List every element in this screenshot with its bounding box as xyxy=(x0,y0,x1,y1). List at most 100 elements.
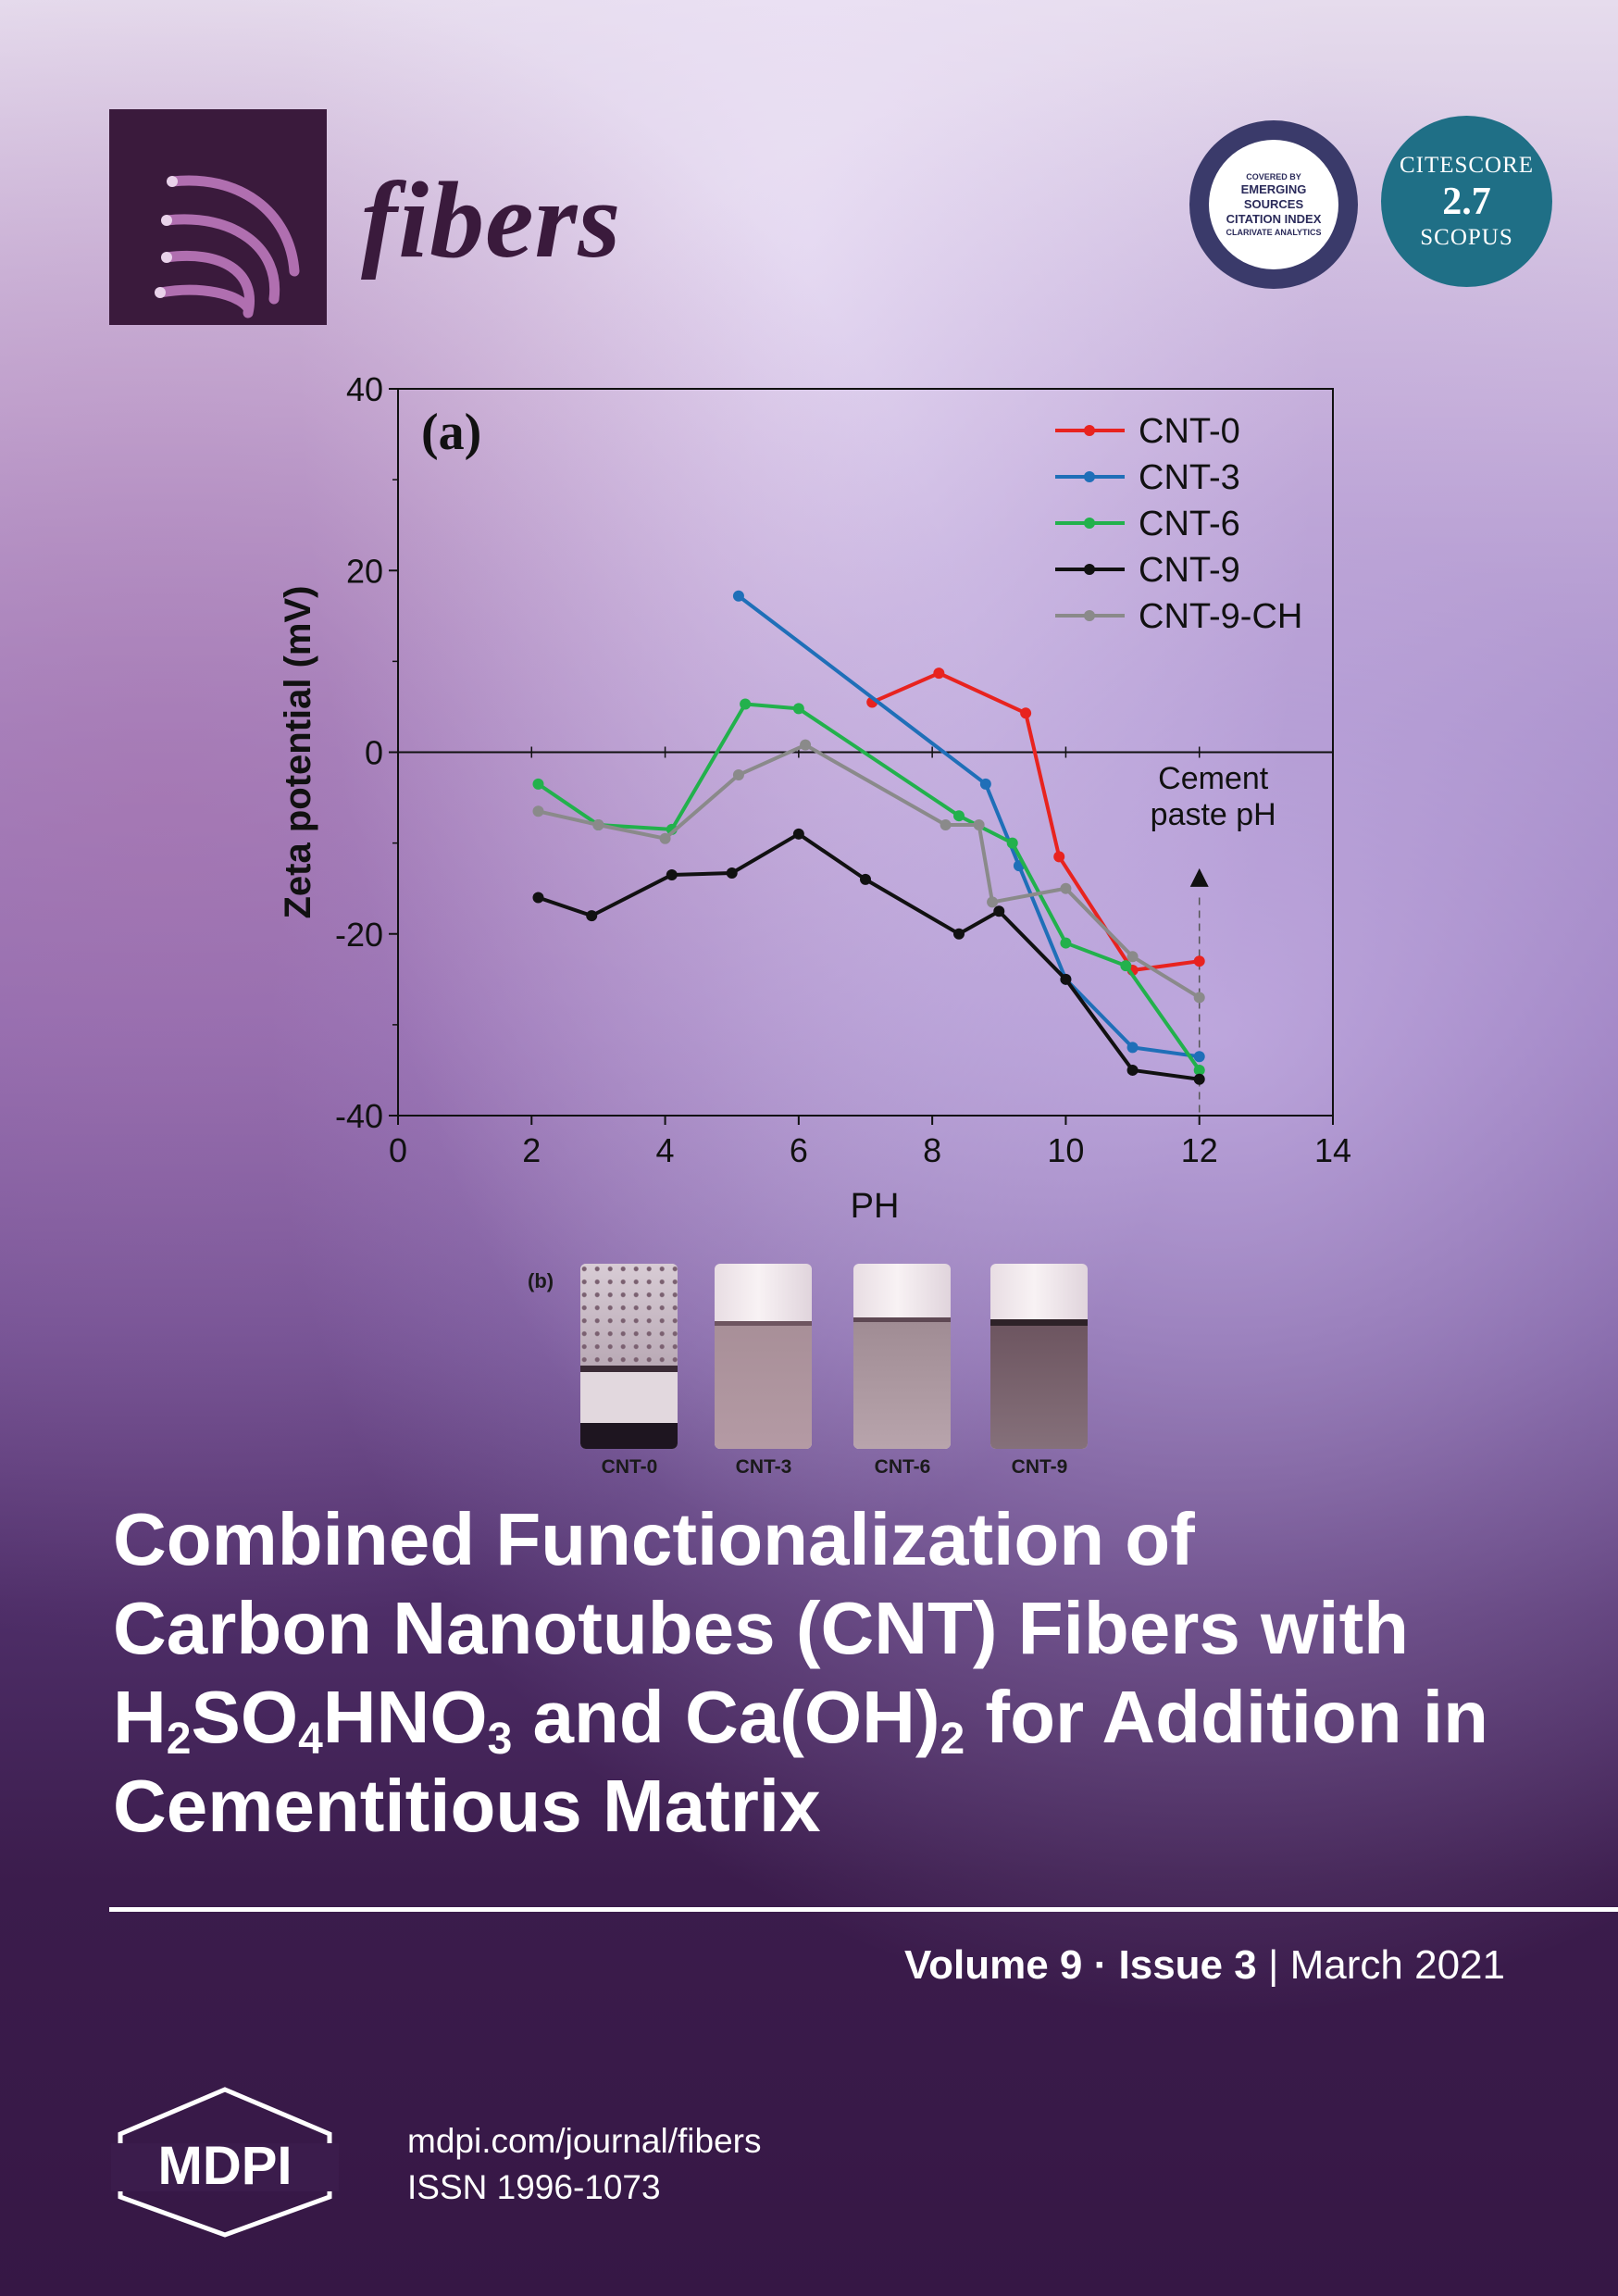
x-tick-label: 6 xyxy=(790,1131,808,1169)
title-line-1: Combined Functionalization of xyxy=(113,1498,1195,1580)
data-point xyxy=(1126,1042,1139,1054)
data-point xyxy=(532,805,544,817)
data-point xyxy=(1120,960,1132,972)
title-line-2: Carbon Nanotubes (CNT) Fibers with xyxy=(113,1587,1409,1669)
panel-a-label: (a) xyxy=(421,404,481,461)
data-point xyxy=(979,778,991,790)
x-tick-label: 4 xyxy=(656,1131,675,1169)
publisher-info: mdpi.com/journal/fibers ISSN 1996-1073 xyxy=(407,2118,761,2211)
data-point xyxy=(1193,992,1205,1004)
citescore-source: SCOPUS xyxy=(1420,224,1513,250)
legend-marker xyxy=(1084,610,1095,621)
data-point xyxy=(933,668,945,680)
data-point xyxy=(732,769,744,781)
volume: Volume 9 xyxy=(904,1942,1083,1988)
data-point xyxy=(792,703,804,715)
citescore-badge: CITESCORE 2.7 SCOPUS xyxy=(1381,116,1552,287)
hexagon-icon xyxy=(118,2087,332,2238)
legend-marker xyxy=(1084,471,1095,482)
y-tick-label: 20 xyxy=(346,552,383,590)
annotation-line-2: paste pH xyxy=(1151,797,1276,832)
journal-logo xyxy=(109,109,327,325)
fiber-strands-icon xyxy=(155,175,300,318)
data-point xyxy=(953,928,965,940)
esci-footer: CLARIVATE ANALYTICS xyxy=(1226,228,1322,237)
data-point xyxy=(940,819,952,830)
zeta-potential-chart: 0 2 4 6 8 10 12 14 40 20 0 -20 -40 PH Zeta potential (… xyxy=(278,370,1351,1226)
x-tick-label: 0 xyxy=(389,1131,407,1169)
legend-label: CNT-9-CH xyxy=(1139,597,1302,636)
data-point xyxy=(792,828,804,840)
vial-label: CNT-3 xyxy=(735,1456,792,1478)
issue-date: March 2021 xyxy=(1289,1942,1505,1988)
data-point xyxy=(1193,1073,1205,1085)
data-point xyxy=(732,590,744,602)
y-tick-label: 0 xyxy=(365,734,383,772)
vial-label: CNT-9 xyxy=(1011,1456,1068,1478)
issue-info: Volume 9 · Issue 3 | March 2021 xyxy=(904,1942,1505,1989)
data-point xyxy=(592,819,604,830)
esci-line1: EMERGING xyxy=(1240,182,1307,196)
legend-marker xyxy=(1084,518,1095,529)
vial-cnt-3 xyxy=(715,1264,812,1449)
vial-label: CNT-0 xyxy=(601,1456,658,1478)
data-point xyxy=(993,905,1005,917)
y-axis-label: Zeta potential (mV) xyxy=(278,585,318,918)
data-point xyxy=(740,698,752,710)
esci-line2: SOURCES xyxy=(1243,197,1304,211)
x-tick-label: 2 xyxy=(522,1131,541,1169)
esci-covered-by: COVERED BY xyxy=(1246,172,1301,181)
esci-badge: COVERED BY EMERGING SOURCES CITATION IND… xyxy=(1189,120,1358,289)
issue-separator: | xyxy=(1267,1942,1279,1988)
issue-number: Issue 3 xyxy=(1118,1942,1257,1988)
issn: ISSN 1996-1073 xyxy=(407,2168,661,2206)
y-tick-label: 40 xyxy=(346,370,383,408)
vial-label: CNT-6 xyxy=(874,1456,931,1478)
mdpi-logo-text: MDPI xyxy=(158,2136,292,2196)
series-line-cnt-3 xyxy=(737,594,1200,1059)
legend-label: CNT-0 xyxy=(1139,412,1240,451)
y-tick-label: -20 xyxy=(335,916,383,954)
x-axis-label: PH xyxy=(851,1187,900,1226)
data-point xyxy=(532,892,544,904)
data-point xyxy=(1053,851,1065,863)
title-line-3: H2SO4HNO3 and Ca(OH)2 for Addition in xyxy=(113,1676,1488,1764)
cement-ph-arrow-icon xyxy=(1189,867,1209,887)
data-point xyxy=(1126,951,1139,963)
citescore-label: CITESCORE xyxy=(1399,152,1535,178)
journal-name: fibers xyxy=(361,159,622,281)
esci-line3: CITATION INDEX xyxy=(1226,212,1322,226)
legend-label: CNT-3 xyxy=(1139,458,1240,497)
x-tick-label: 14 xyxy=(1314,1131,1351,1169)
title-line-4: Cementitious Matrix xyxy=(113,1765,821,1847)
vial-cnt-6 xyxy=(853,1264,951,1449)
vial-cnt-9 xyxy=(990,1264,1088,1449)
data-point xyxy=(1060,882,1072,894)
data-point xyxy=(659,832,671,844)
data-point xyxy=(1193,1051,1205,1063)
annotation-line-1: Cement xyxy=(1158,761,1269,796)
data-point xyxy=(860,873,871,885)
y-tick-label: -40 xyxy=(335,1097,383,1135)
journal-url[interactable]: mdpi.com/journal/fibers xyxy=(407,2122,762,2160)
data-point xyxy=(973,819,985,830)
legend-label: CNT-6 xyxy=(1139,505,1240,543)
data-point xyxy=(987,896,999,908)
data-point xyxy=(1126,1064,1139,1076)
data-point xyxy=(1020,707,1032,719)
legend-marker xyxy=(1084,564,1095,575)
data-point xyxy=(1193,1064,1205,1076)
series-line-cnt-0 xyxy=(871,671,1200,972)
data-point xyxy=(666,868,678,880)
data-point xyxy=(953,810,965,822)
article-title: Combined Functionalization of Carbon Nan… xyxy=(113,1495,1557,1851)
data-point xyxy=(1060,937,1072,949)
data-point xyxy=(726,867,738,880)
x-tick-label: 10 xyxy=(1047,1131,1084,1169)
vial-cnt-0 xyxy=(580,1264,678,1449)
data-point xyxy=(586,910,598,922)
legend-marker xyxy=(1084,425,1095,436)
series-line-cnt-6 xyxy=(537,702,1201,1072)
citescore-value: 2.7 xyxy=(1442,180,1491,223)
